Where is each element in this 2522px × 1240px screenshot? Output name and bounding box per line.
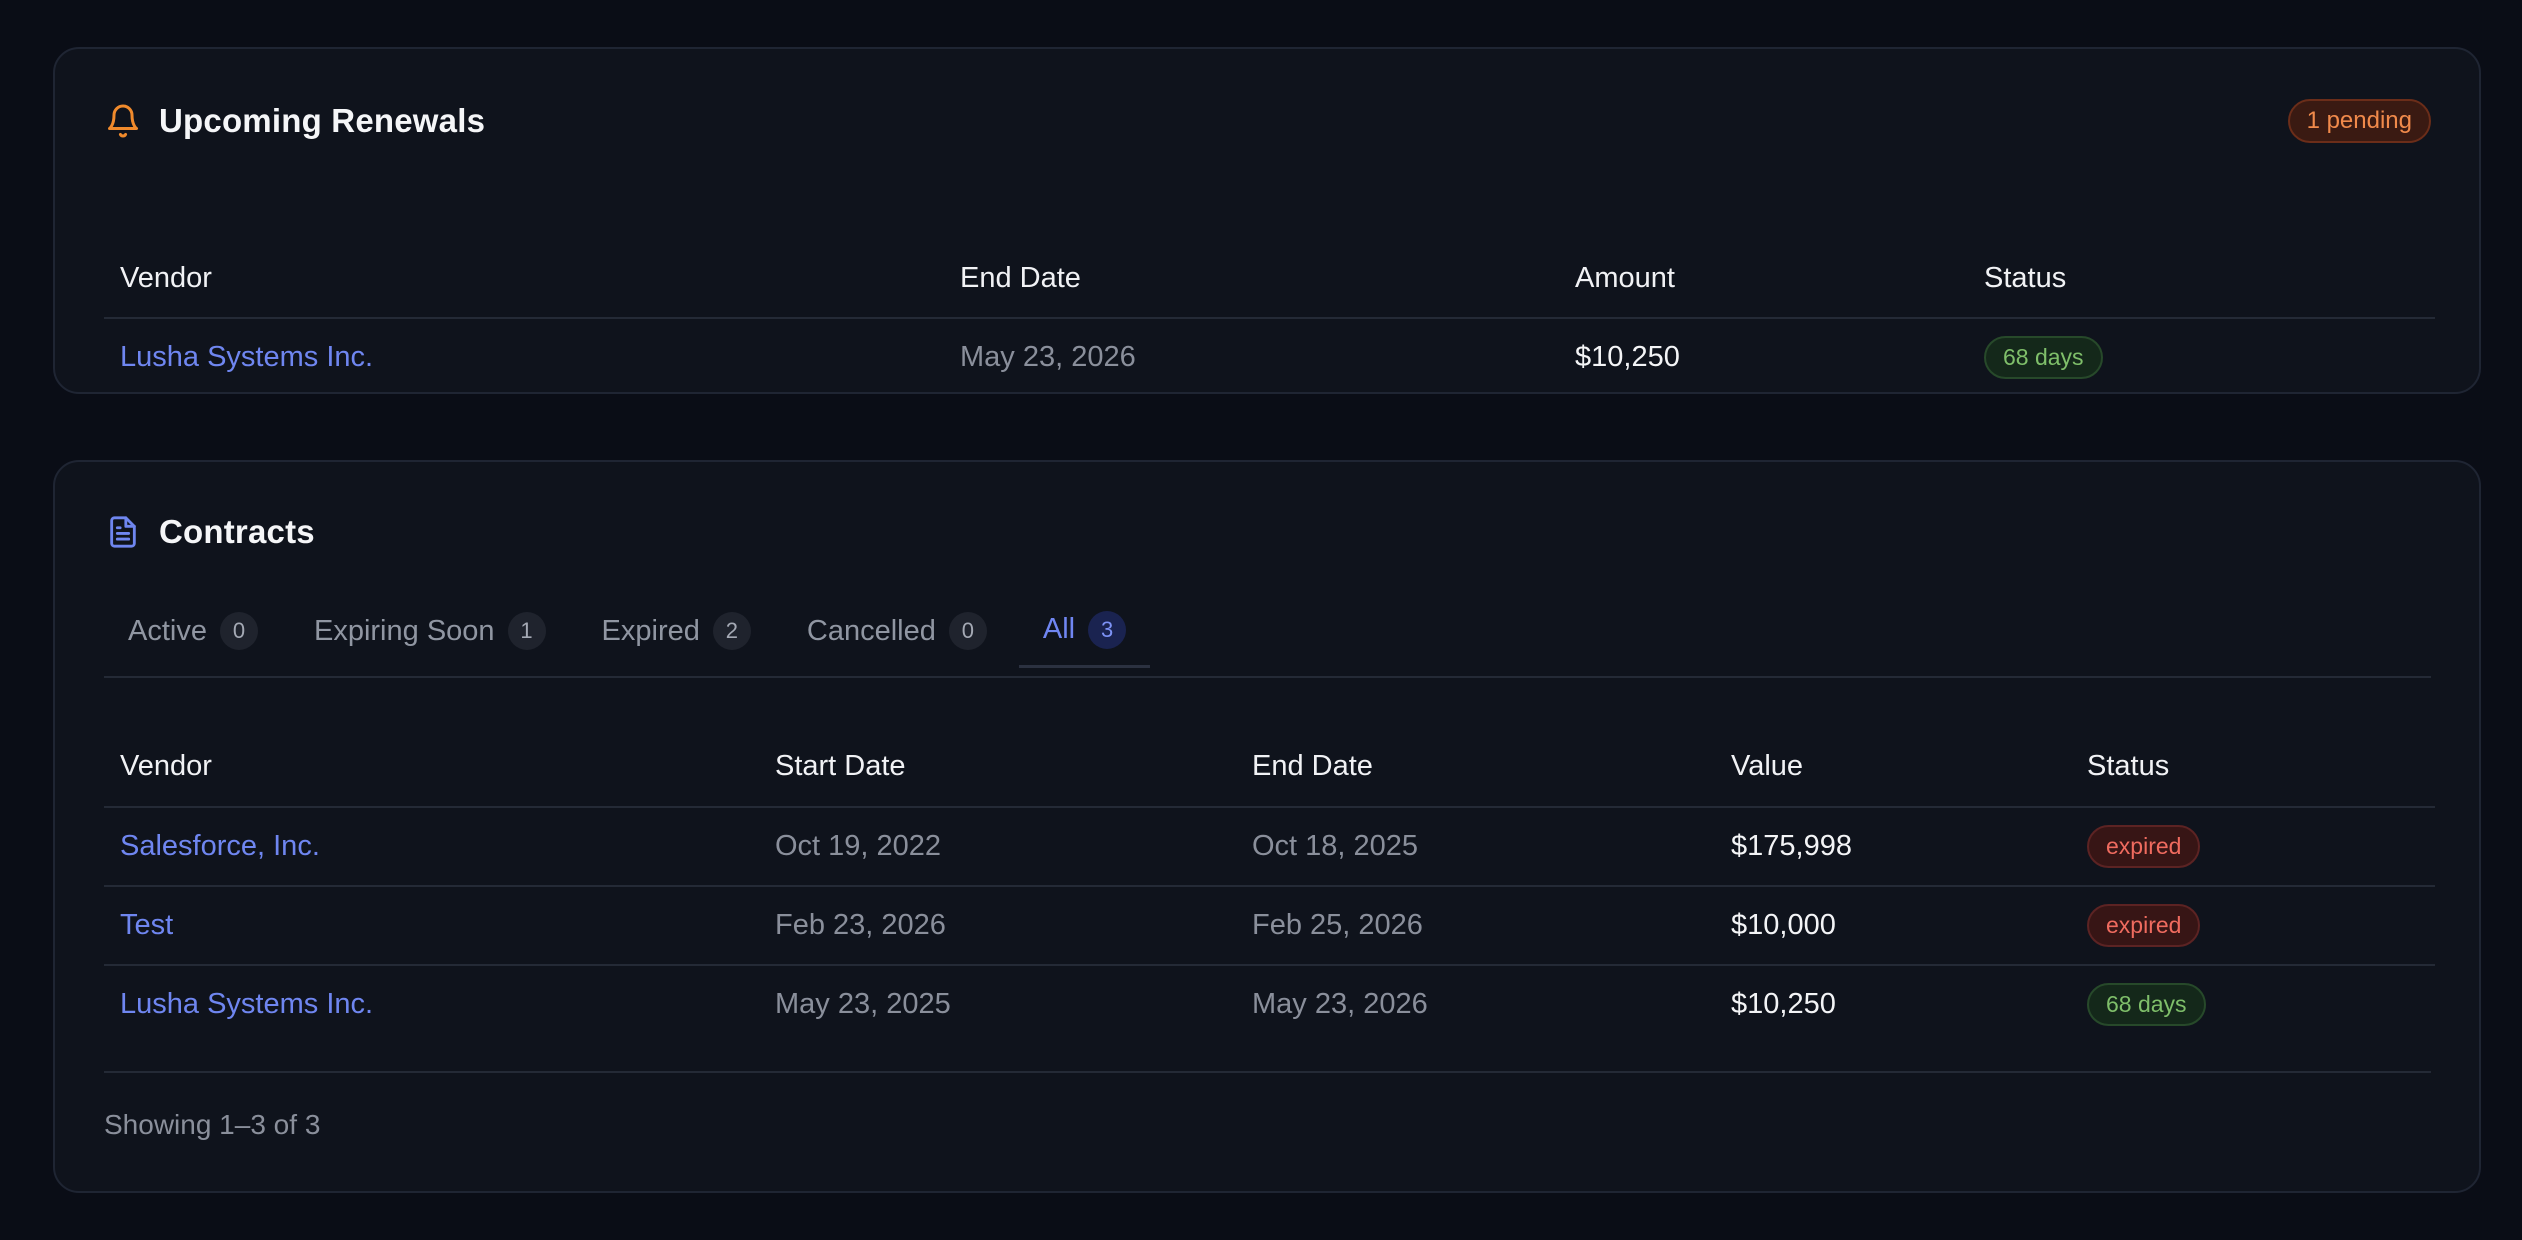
status-badge: expired xyxy=(2087,903,2201,948)
document-icon xyxy=(104,513,142,551)
column-header-end-date: End Date xyxy=(1236,726,1715,808)
table-row[interactable]: Lusha Systems Inc. May 23, 2025 May 23, … xyxy=(104,965,2435,1043)
tab-cancelled[interactable]: Cancelled 0 xyxy=(783,594,1011,668)
value-cell: $175,998 xyxy=(1715,807,2071,887)
column-header-status: Status xyxy=(2071,726,2435,808)
table-row[interactable]: Salesforce, Inc. Oct 19, 2022 Oct 18, 20… xyxy=(104,807,2435,887)
tab-label: All xyxy=(1042,613,1076,645)
pagination-summary: Showing 1–3 of 3 xyxy=(104,1109,321,1140)
vendor-link[interactable]: Test xyxy=(104,886,759,966)
table-header-row: Vendor End Date Amount Status xyxy=(104,239,2435,319)
table-row[interactable]: Test Feb 23, 2026 Feb 25, 2026 $10,000 e… xyxy=(104,886,2435,966)
amount-cell: $10,250 xyxy=(1575,341,1680,373)
contracts-card: Contracts Active 0 Expiring Soon 1 Expir… xyxy=(53,460,2481,1193)
renewals-title: Upcoming Renewals xyxy=(159,102,486,139)
renewals-table: Vendor End Date Amount Status Lusha Syst… xyxy=(104,239,2435,396)
column-header-start-date: Start Date xyxy=(759,726,1236,808)
status-badge: 68 days xyxy=(2087,982,2206,1027)
start-date-cell: Feb 23, 2026 xyxy=(759,886,1236,966)
vendor-link[interactable]: Salesforce, Inc. xyxy=(104,807,759,887)
bell-icon xyxy=(104,102,142,140)
start-date-cell: Oct 19, 2022 xyxy=(759,807,1236,887)
value-cell: $10,000 xyxy=(1715,886,2071,966)
upcoming-renewals-card: Upcoming Renewals 1 pending Vendor End D… xyxy=(53,47,2481,394)
tab-count: 0 xyxy=(948,612,987,650)
tab-count: 2 xyxy=(712,612,751,650)
tab-expiring-soon[interactable]: Expiring Soon 1 xyxy=(290,594,570,668)
column-header-status: Status xyxy=(1968,239,2435,319)
end-date-cell: May 23, 2026 xyxy=(960,341,1136,373)
contracts-header: Contracts xyxy=(104,510,2431,554)
value-cell: $10,250 xyxy=(1731,988,1836,1020)
column-header-end-date: End Date xyxy=(944,239,1559,319)
renewals-header: Upcoming Renewals 1 pending xyxy=(104,99,2431,143)
tab-label: Expiring Soon xyxy=(313,614,495,647)
status-badge: 68 days xyxy=(1984,335,2103,380)
pending-badge: 1 pending xyxy=(2287,99,2431,143)
tab-count: 1 xyxy=(507,612,546,650)
column-header-amount: Amount xyxy=(1559,239,1968,319)
contracts-title: Contracts xyxy=(159,513,315,550)
contracts-table: Vendor Start Date End Date Value Status … xyxy=(104,726,2435,1043)
table-row[interactable]: Lusha Systems Inc. May 23, 2026 $10,250 … xyxy=(104,318,2435,396)
column-header-vendor: Vendor xyxy=(104,239,944,319)
vendor-link[interactable]: Lusha Systems Inc. xyxy=(120,341,374,373)
tab-active[interactable]: Active 0 xyxy=(104,594,282,668)
tab-count: 0 xyxy=(219,612,258,650)
start-date-cell: May 23, 2025 xyxy=(775,988,951,1020)
footer-divider xyxy=(104,1071,2431,1073)
status-badge: expired xyxy=(2087,824,2201,869)
contract-filter-tabs: Active 0 Expiring Soon 1 Expired 2 Cance… xyxy=(104,602,2431,678)
vendor-link[interactable]: Lusha Systems Inc. xyxy=(120,988,374,1020)
table-header-row: Vendor Start Date End Date Value Status xyxy=(104,726,2435,808)
end-date-cell: May 23, 2026 xyxy=(1252,988,1428,1020)
status-cell: expired xyxy=(2071,886,2435,966)
tab-label: Expired xyxy=(601,614,700,647)
end-date-cell: Oct 18, 2025 xyxy=(1236,807,1715,887)
tab-all[interactable]: All 3 xyxy=(1018,594,1151,668)
status-cell: 68 days xyxy=(1968,318,2435,396)
status-cell: 68 days xyxy=(2071,965,2435,1043)
tab-label: Active xyxy=(128,614,207,647)
tab-expired[interactable]: Expired 2 xyxy=(578,594,775,668)
tab-label: Cancelled xyxy=(806,614,936,647)
column-header-vendor: Vendor xyxy=(104,726,759,808)
column-header-value: Value xyxy=(1715,726,2071,808)
end-date-cell: Feb 25, 2026 xyxy=(1236,886,1715,966)
status-cell: expired xyxy=(2071,807,2435,887)
tab-count: 3 xyxy=(1088,610,1127,649)
